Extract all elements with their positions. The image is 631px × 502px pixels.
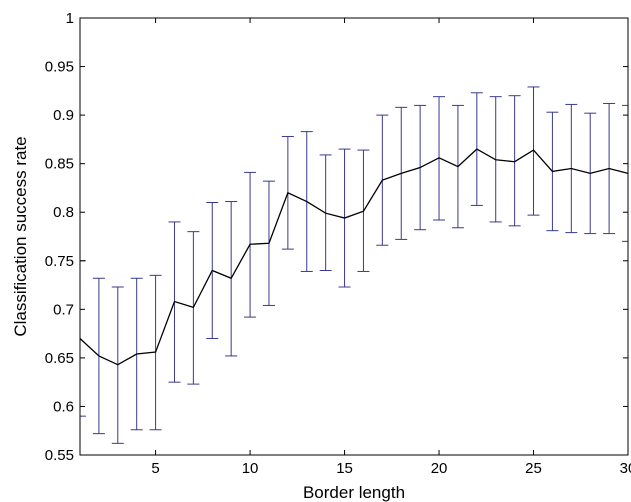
- y-tick-label: 1: [66, 10, 74, 27]
- y-tick-label: 0.85: [45, 156, 74, 173]
- x-tick-label: 25: [525, 460, 542, 477]
- x-tick-label: 30: [620, 460, 631, 477]
- x-tick-label: 15: [336, 460, 353, 477]
- y-tick-label: 0.6: [53, 398, 74, 415]
- x-axis-label: Border length: [303, 483, 405, 502]
- x-tick-label: 20: [431, 460, 448, 477]
- y-tick-label: 0.55: [45, 447, 74, 464]
- x-tick-label: 5: [151, 460, 159, 477]
- plot-frame: [79, 17, 629, 456]
- ticks: 5 10 15 20 25 30 0.55 0.6 0.65 0.7 0.75 0.8 0.85 0.9 0…: [45, 10, 631, 477]
- y-tick-label: 0.8: [53, 204, 74, 221]
- y-axis-label: Classification success rate: [11, 136, 30, 336]
- y-tick-label: 0.9: [53, 107, 74, 124]
- error-bar: [508, 95, 521, 227]
- y-tick-label: 0.7: [53, 301, 74, 318]
- y-tick-label: 0.65: [45, 350, 74, 367]
- series-line: [79, 148, 629, 366]
- x-tick-label: 10: [242, 460, 259, 477]
- y-tick-label: 0.95: [45, 59, 74, 76]
- y-tick-label: 0.75: [45, 253, 74, 270]
- axes: [79, 17, 629, 456]
